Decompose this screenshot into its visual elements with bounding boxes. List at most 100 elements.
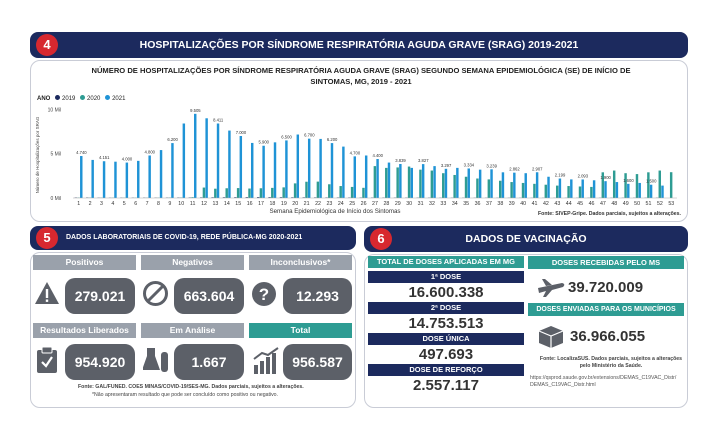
bar-2019-se-22 bbox=[313, 197, 317, 198]
x-tick-label: 26 bbox=[361, 201, 367, 207]
bar-2019-se-16 bbox=[245, 197, 249, 198]
bar-2019-se-12 bbox=[199, 197, 203, 198]
bar-2020-se-46 bbox=[590, 186, 593, 198]
first-dose-label: 1ª DOSE bbox=[368, 271, 524, 283]
bar-2020-se-52 bbox=[658, 170, 661, 198]
bar-2021-se-12 bbox=[205, 118, 208, 198]
bar-2021-se-41 bbox=[535, 172, 539, 198]
bar-2021-se-46 bbox=[592, 180, 596, 198]
bar-2021-se-17 bbox=[262, 145, 265, 198]
applied-doses-header: TOTAL DE DOSES APLICADAS EM MG bbox=[368, 256, 524, 268]
bar-2021-se-4 bbox=[114, 161, 117, 198]
legend-item-2020: 2020 bbox=[80, 95, 100, 102]
bar-2020-se-50 bbox=[635, 174, 639, 198]
data-label-2021: 4.800 bbox=[145, 149, 156, 154]
bar-2019-se-18 bbox=[268, 197, 271, 198]
x-tick-label: 27 bbox=[372, 201, 378, 207]
bar-2021-se-13 bbox=[216, 123, 220, 198]
bar-2020-se-13 bbox=[214, 188, 217, 198]
x-tick-label: 31 bbox=[418, 201, 424, 207]
data-label-2021: 4.400 bbox=[372, 153, 383, 158]
negativos-value: 663.604 bbox=[174, 278, 244, 314]
bar-2020-se-16 bbox=[248, 188, 251, 198]
x-tick-label: 11 bbox=[190, 201, 196, 207]
bar-2020-se-15 bbox=[236, 188, 240, 198]
legend-label-2019: 2019 bbox=[62, 96, 76, 102]
x-tick-label: 2 bbox=[89, 201, 92, 207]
data-label-2021: 6.500 bbox=[281, 134, 292, 139]
x-tick-label: 3 bbox=[100, 201, 103, 207]
data-label-2021: 4.700 bbox=[350, 150, 361, 155]
srag-bar-chart: Número de Hospitalizações por SRAG 0 Mil 5… bbox=[35, 107, 677, 215]
bar-2020-se-19 bbox=[282, 187, 285, 198]
bar-2021-se-14 bbox=[228, 130, 231, 198]
bar-2020-se-29 bbox=[396, 167, 399, 198]
bar-2020-se-22 bbox=[316, 181, 320, 198]
x-tick-label: 4 bbox=[111, 201, 114, 207]
bar-2019-se-21 bbox=[302, 197, 305, 198]
bar-2020-se-38 bbox=[499, 180, 502, 198]
x-tick-label: 9 bbox=[168, 201, 171, 207]
booster-dose-label: DOSE DE REFORÇO bbox=[368, 364, 524, 376]
bar-2020-se-34 bbox=[453, 174, 456, 198]
section-6-number: 6 bbox=[370, 228, 392, 250]
bar-2019-se-19 bbox=[279, 197, 283, 198]
bar-2021-se-18 bbox=[273, 142, 277, 198]
x-tick-label: 43 bbox=[554, 201, 560, 207]
bar-2021-se-29 bbox=[399, 163, 402, 198]
legend-title: ANO bbox=[37, 95, 51, 102]
bar-2020-se-31 bbox=[419, 169, 422, 198]
x-tick-label: 16 bbox=[247, 201, 253, 207]
airplane-icon bbox=[536, 276, 566, 298]
section-5-banner: 5 DADOS LABORATORIAIS DE COVID-19, REDE … bbox=[30, 226, 356, 250]
x-tick-label: 41 bbox=[532, 201, 538, 207]
x-tick-label: 13 bbox=[212, 201, 218, 207]
bar-2021-se-9 bbox=[171, 143, 174, 198]
bar-2021-se-40 bbox=[524, 173, 527, 198]
bar-2020-se-36 bbox=[476, 178, 479, 198]
x-tick-label: 6 bbox=[134, 201, 137, 207]
data-label-2021: 2.862 bbox=[509, 167, 520, 172]
bar-2021-se-23 bbox=[330, 143, 334, 198]
x-tick-label: 38 bbox=[497, 201, 503, 207]
bar-2021-se-50 bbox=[638, 182, 641, 198]
bar-2021-se-49 bbox=[627, 183, 630, 198]
bar-2021-se-20 bbox=[296, 134, 300, 198]
bar-2020-se-41 bbox=[533, 183, 536, 198]
x-tick-label: 52 bbox=[657, 201, 663, 207]
bar-2019-se-17 bbox=[256, 197, 260, 198]
bar-2020-se-20 bbox=[293, 183, 297, 198]
bar-2021-se-10 bbox=[182, 123, 186, 198]
bar-2021-se-51 bbox=[649, 184, 653, 198]
lab-footnote: *Não apresentaram resultado que pode ser… bbox=[92, 392, 279, 398]
bar-2020-se-23 bbox=[328, 184, 331, 198]
y-tick-label: 10 Mil bbox=[48, 107, 61, 113]
bar-2021-se-32 bbox=[433, 166, 436, 198]
x-tick-label: 49 bbox=[623, 201, 629, 207]
booster-dose-value: 2.557.117 bbox=[413, 377, 479, 394]
negativos-label: Negativos bbox=[141, 255, 244, 270]
vaccination-url[interactable]: https://qsprod.saude.gov.br/extensions/D… bbox=[530, 375, 677, 388]
bar-2021-se-36 bbox=[478, 169, 482, 198]
x-tick-label: 1 bbox=[77, 201, 80, 207]
bar-2020-se-11 bbox=[191, 197, 194, 198]
lab-source: Fonte: GAL/FUNED. COES MINAS/COVID-19/SE… bbox=[78, 384, 304, 390]
section-4-title: HOSPITALIZAÇÕES POR SÍNDROME RESPIRATÓRI… bbox=[139, 39, 579, 51]
bar-2020-se-39 bbox=[510, 182, 513, 198]
bar-2021-se-25 bbox=[353, 156, 357, 198]
section-6-title: DADOS DE VACINAÇÃO bbox=[465, 233, 587, 245]
data-label-2021: 7.000 bbox=[236, 130, 247, 135]
bar-2020-se-30 bbox=[407, 166, 411, 198]
bar-2021-se-35 bbox=[467, 168, 470, 198]
data-label-2021: 6.700 bbox=[304, 133, 315, 138]
section-5-number: 5 bbox=[36, 227, 58, 249]
data-label-2021: 6.200 bbox=[327, 137, 338, 142]
legend-label-2020: 2020 bbox=[87, 96, 101, 102]
data-label-2021: 4.151 bbox=[99, 155, 110, 160]
data-label-2021: 4.000 bbox=[122, 157, 133, 162]
bar-2021-se-52 bbox=[661, 185, 664, 198]
bar-2020-se-40 bbox=[521, 182, 525, 198]
data-label-2021: 3.827 bbox=[418, 158, 429, 163]
data-label-2021: 5.900 bbox=[259, 140, 270, 145]
vaccination-source: Fonte: LocalizaSUS. Dados parciais, suje… bbox=[539, 356, 683, 369]
